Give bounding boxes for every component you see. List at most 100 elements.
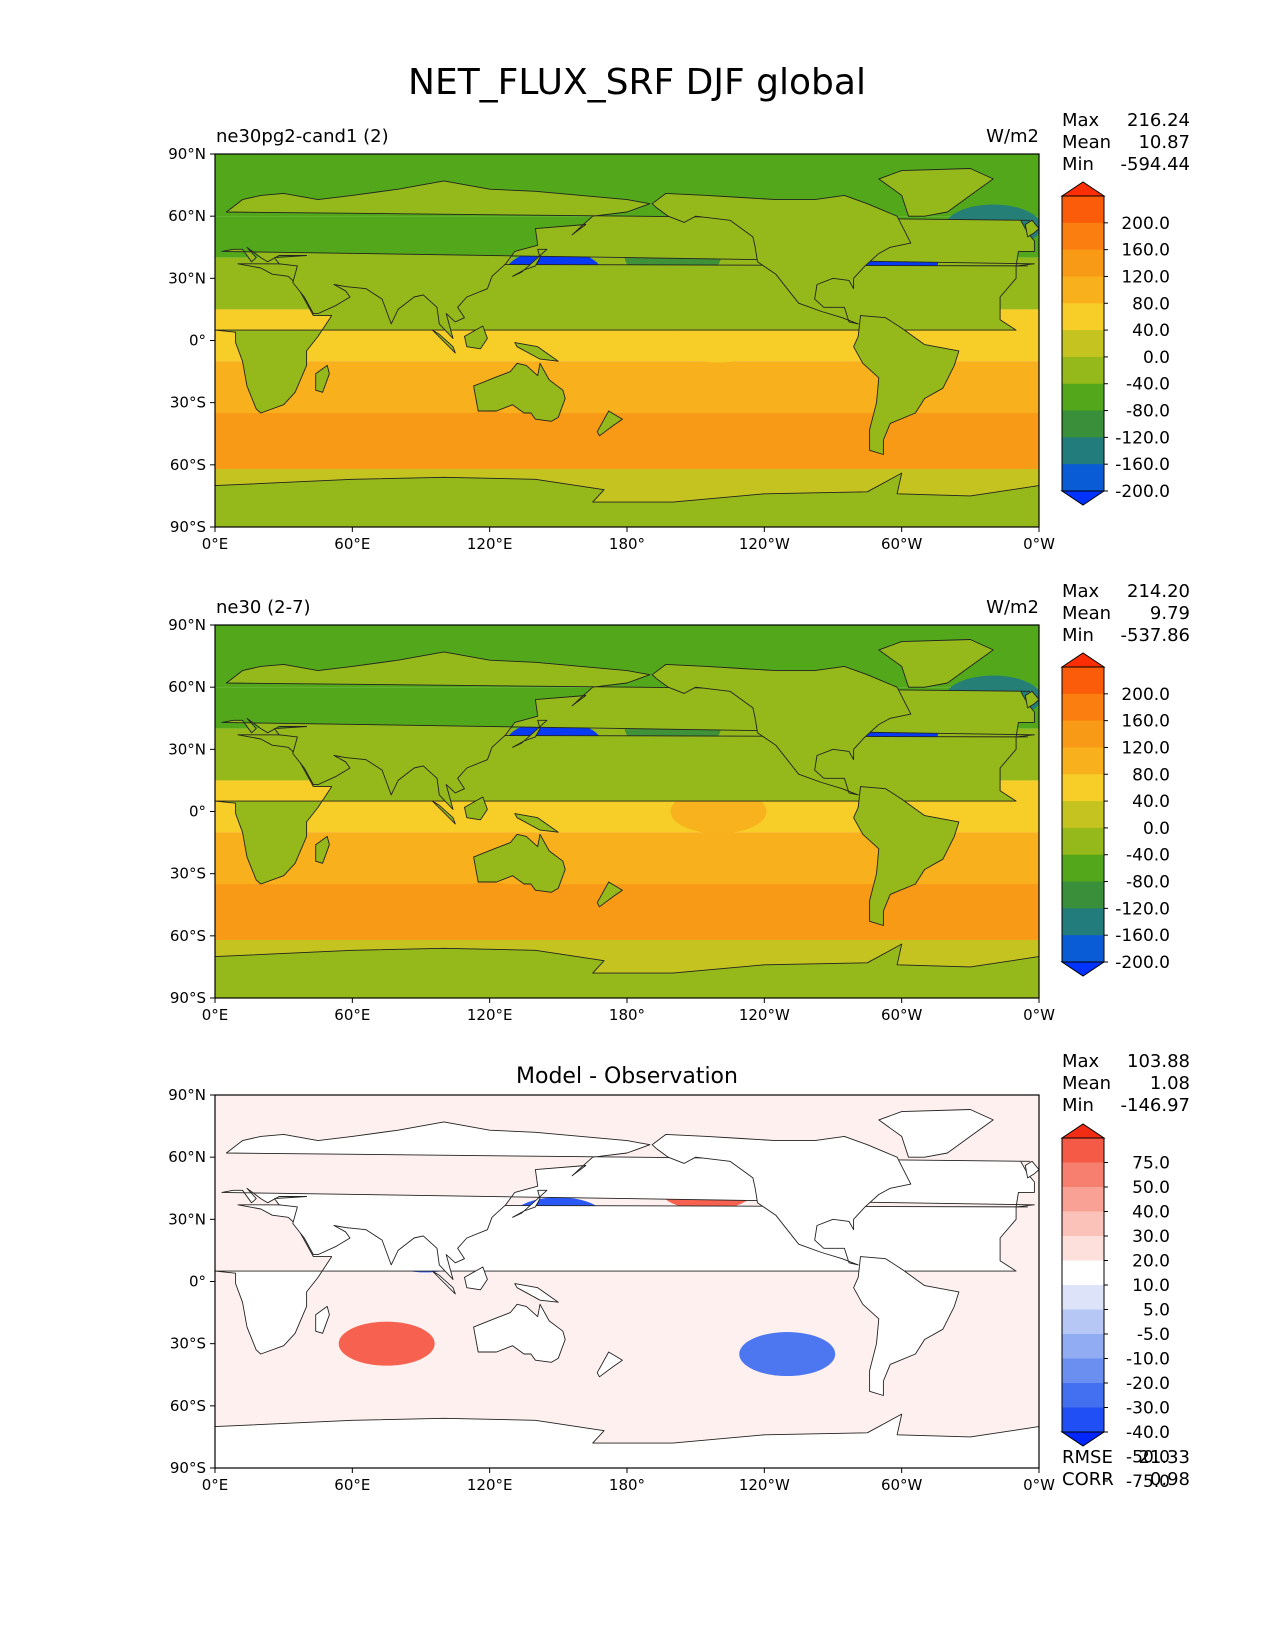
colorbar-segment xyxy=(1062,935,1104,963)
lon-tick-label: 120°W xyxy=(739,1476,790,1494)
lon-tick-label: 60°E xyxy=(334,535,370,553)
colorbar-segment xyxy=(1062,1309,1104,1335)
lon-tick-label: 0°E xyxy=(202,535,229,553)
land-reference-5 xyxy=(853,786,960,926)
colorbar-segment xyxy=(1062,774,1104,802)
land-diff-5 xyxy=(853,1256,960,1396)
colorbar-label: -200.0 xyxy=(1115,953,1170,973)
colorbar-segment xyxy=(1062,720,1104,748)
land-test-0 xyxy=(215,263,1029,414)
colorbar-label: -80.0 xyxy=(1126,873,1170,893)
colorbar-label: -120.0 xyxy=(1115,428,1170,448)
lon-tick-label: 0°E xyxy=(202,1006,229,1024)
land-reference-12 xyxy=(596,881,623,908)
colorbar-segment xyxy=(1062,410,1104,438)
land-test-5 xyxy=(853,315,960,455)
land-test-8 xyxy=(512,248,548,277)
lat-tick-label: 0° xyxy=(189,332,206,350)
colorbar-segment xyxy=(1062,383,1104,412)
lat-tick-label: 60°N xyxy=(168,678,206,696)
colorbar-label: -160.0 xyxy=(1115,455,1170,475)
colorbar-segment xyxy=(1062,1138,1104,1163)
colorbar-label: 20.0 xyxy=(1132,1252,1170,1272)
lat-tick-label: 60°S xyxy=(170,1397,206,1415)
map-diff xyxy=(215,1095,1039,1468)
land-reference-13 xyxy=(215,943,1039,998)
lon-tick-label: 60°W xyxy=(881,1006,923,1024)
colorbar-segment xyxy=(1062,747,1104,775)
map-test xyxy=(215,154,1039,527)
land-test-3 xyxy=(473,362,566,422)
colorbar-label: -40.0 xyxy=(1126,375,1170,395)
land-test-4 xyxy=(651,192,912,325)
land-test-9 xyxy=(431,329,456,354)
panel-title: ne30 (2-7) xyxy=(216,597,311,618)
lon-tick-label: 180° xyxy=(609,1476,645,1494)
lat-tick-label: 90°S xyxy=(170,1459,206,1477)
colorbar-label: -30.0 xyxy=(1126,1399,1170,1419)
land-reference-8 xyxy=(512,719,548,748)
lon-tick-label: 120°E xyxy=(467,535,513,553)
stat-label-mean: Mean xyxy=(1062,132,1111,153)
lat-tick-label: 90°N xyxy=(168,1086,206,1104)
lon-tick-label: 60°E xyxy=(334,1006,370,1024)
land-diff-13 xyxy=(215,1413,1039,1468)
colorbar-extend-bottom xyxy=(1060,490,1106,506)
stat-value-min: -146.97 xyxy=(1121,1095,1190,1116)
panel-units: W/m2 xyxy=(986,126,1039,147)
field-mark-5 xyxy=(338,1321,435,1366)
lon-tick-label: 0°E xyxy=(202,1476,229,1494)
stat-value-max: 103.88 xyxy=(1127,1051,1190,1072)
colorbar-label: 50.0 xyxy=(1132,1178,1170,1198)
colorbar-label: -80.0 xyxy=(1126,402,1170,422)
colorbar-segment xyxy=(1062,1187,1104,1212)
stat-label-max: Max xyxy=(1062,1051,1100,1072)
colorbar-segment xyxy=(1062,1334,1104,1359)
land-test-10 xyxy=(464,325,488,350)
lat-tick-label: 60°S xyxy=(170,927,206,945)
land-test-6 xyxy=(878,168,994,217)
colorbar-segment xyxy=(1062,249,1104,277)
colorbar-label: 120.0 xyxy=(1121,267,1170,287)
colorbar-frame xyxy=(1061,195,1105,492)
stat-value-mean: 10.87 xyxy=(1138,132,1190,153)
stat-value-min: -594.44 xyxy=(1121,154,1190,175)
colorbar-segment xyxy=(1062,303,1104,331)
colorbar-segment xyxy=(1062,693,1104,722)
stat-label-rmse: RMSE xyxy=(1062,1447,1113,1468)
colorbar-label: 30.0 xyxy=(1132,1227,1170,1247)
land-diff-9 xyxy=(431,1270,456,1295)
land-diff-11 xyxy=(514,1283,559,1303)
colorbar-segment xyxy=(1062,464,1104,492)
colorbar-label: 120.0 xyxy=(1121,738,1170,758)
lon-tick-label: 60°E xyxy=(334,1476,370,1494)
land-reference-3 xyxy=(473,833,566,893)
colorbar-segment xyxy=(1062,222,1104,251)
colorbar-label: 200.0 xyxy=(1121,214,1170,234)
colorbar-label: 80.0 xyxy=(1132,294,1170,314)
colorbar-segment xyxy=(1062,1260,1104,1286)
lon-tick-label: 180° xyxy=(609,1006,645,1024)
lat-tick-label: 30°S xyxy=(170,394,206,412)
colorbar-label: 75.0 xyxy=(1132,1154,1170,1174)
colorbar-label: 40.0 xyxy=(1132,321,1170,341)
land-reference-9 xyxy=(431,800,456,825)
lon-tick-label: 120°E xyxy=(467,1476,513,1494)
panel-units: W/m2 xyxy=(986,597,1039,618)
panel-diff: 0°E 60°E 120°E 180° 120°W 60°W 0°W 90°N 60°N 30°N… xyxy=(168,1051,1190,1494)
colorbar-label: -75.0 xyxy=(1126,1472,1170,1492)
lon-tick-label: 120°E xyxy=(467,1006,513,1024)
land-reference-7 xyxy=(1024,690,1039,709)
land-test-11 xyxy=(514,342,559,362)
land-reference-0 xyxy=(215,734,1029,885)
colorbar-segment xyxy=(1062,356,1104,385)
panel-title: ne30pg2-cand1 (2) xyxy=(216,126,389,147)
stat-label-min: Min xyxy=(1062,625,1094,646)
lat-tick-label: 60°S xyxy=(170,456,206,474)
colorbar-label: -20.0 xyxy=(1126,1374,1170,1394)
stat-label-min: Min xyxy=(1062,154,1094,175)
colorbar-label: 40.0 xyxy=(1132,792,1170,812)
land-diff-12 xyxy=(596,1351,623,1378)
colorbar-label: -200.0 xyxy=(1115,482,1170,502)
